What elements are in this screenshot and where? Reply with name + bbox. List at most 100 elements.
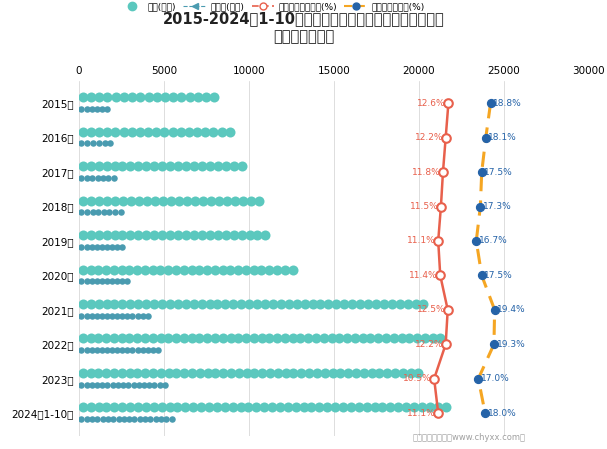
Point [307, 404, 316, 411]
Point [257, 369, 267, 376]
Point [148, 266, 158, 273]
Point [102, 163, 112, 170]
Point [103, 128, 112, 136]
Point [429, 375, 439, 382]
Point [180, 369, 189, 376]
Point [87, 243, 97, 251]
Point [481, 134, 490, 141]
Point [102, 277, 112, 285]
Point [76, 174, 86, 181]
Point [260, 300, 270, 308]
Point [280, 266, 290, 273]
Point [102, 347, 112, 354]
Point [93, 335, 103, 342]
Point [187, 369, 197, 376]
Point [196, 404, 206, 411]
Point [117, 277, 127, 285]
Point [354, 404, 364, 411]
Point [168, 128, 177, 136]
Point [280, 335, 290, 342]
Point [76, 106, 86, 113]
Point [477, 272, 487, 279]
Point [140, 335, 150, 342]
Point [76, 140, 86, 147]
Point [158, 197, 168, 204]
Point [94, 140, 104, 147]
Point [176, 128, 186, 136]
Point [173, 300, 183, 308]
Point [217, 128, 226, 136]
Point [93, 300, 103, 308]
Point [184, 128, 194, 136]
Point [165, 163, 175, 170]
Point [93, 369, 103, 376]
Point [151, 128, 161, 136]
Point [316, 300, 325, 308]
Point [331, 300, 341, 308]
Point [146, 415, 155, 423]
Point [444, 100, 453, 107]
Point [409, 404, 419, 411]
Point [328, 369, 337, 376]
Point [107, 312, 117, 319]
Point [133, 347, 143, 354]
Point [110, 300, 120, 308]
Point [336, 369, 345, 376]
Point [86, 128, 96, 136]
Point [139, 381, 149, 388]
Point [161, 415, 171, 423]
Point [132, 369, 142, 376]
Point [82, 415, 92, 423]
Point [194, 266, 204, 273]
Point [132, 266, 142, 273]
Point [148, 335, 158, 342]
Point [86, 266, 95, 273]
Point [108, 381, 118, 388]
Point [143, 128, 153, 136]
Point [118, 300, 127, 308]
Point [202, 266, 212, 273]
Point [116, 209, 126, 216]
Point [489, 341, 499, 348]
Point [157, 404, 166, 411]
Point [167, 415, 177, 423]
Point [104, 174, 114, 181]
Point [281, 369, 291, 376]
Point [173, 232, 183, 239]
Point [249, 335, 259, 342]
Point [97, 243, 107, 251]
Point [118, 197, 127, 204]
Point [86, 369, 95, 376]
Point [172, 369, 181, 376]
Text: 16.7%: 16.7% [479, 237, 507, 246]
Point [177, 94, 186, 101]
Point [151, 415, 160, 423]
Point [350, 335, 360, 342]
Point [308, 300, 317, 308]
Point [210, 266, 220, 273]
Point [93, 266, 103, 273]
Point [273, 369, 283, 376]
Point [198, 197, 208, 204]
Point [160, 381, 169, 388]
Point [150, 197, 160, 204]
Point [94, 94, 104, 101]
Point [187, 266, 197, 273]
Point [359, 369, 368, 376]
Point [370, 404, 379, 411]
Point [237, 232, 246, 239]
Point [149, 404, 158, 411]
Point [132, 335, 142, 342]
Point [188, 404, 198, 411]
Point [268, 300, 278, 308]
Point [149, 163, 159, 170]
Point [435, 272, 445, 279]
Point [82, 174, 92, 181]
Point [246, 197, 256, 204]
Point [92, 277, 101, 285]
Point [214, 197, 223, 204]
Point [288, 266, 297, 273]
Point [289, 369, 299, 376]
Point [157, 163, 167, 170]
Point [119, 415, 129, 423]
